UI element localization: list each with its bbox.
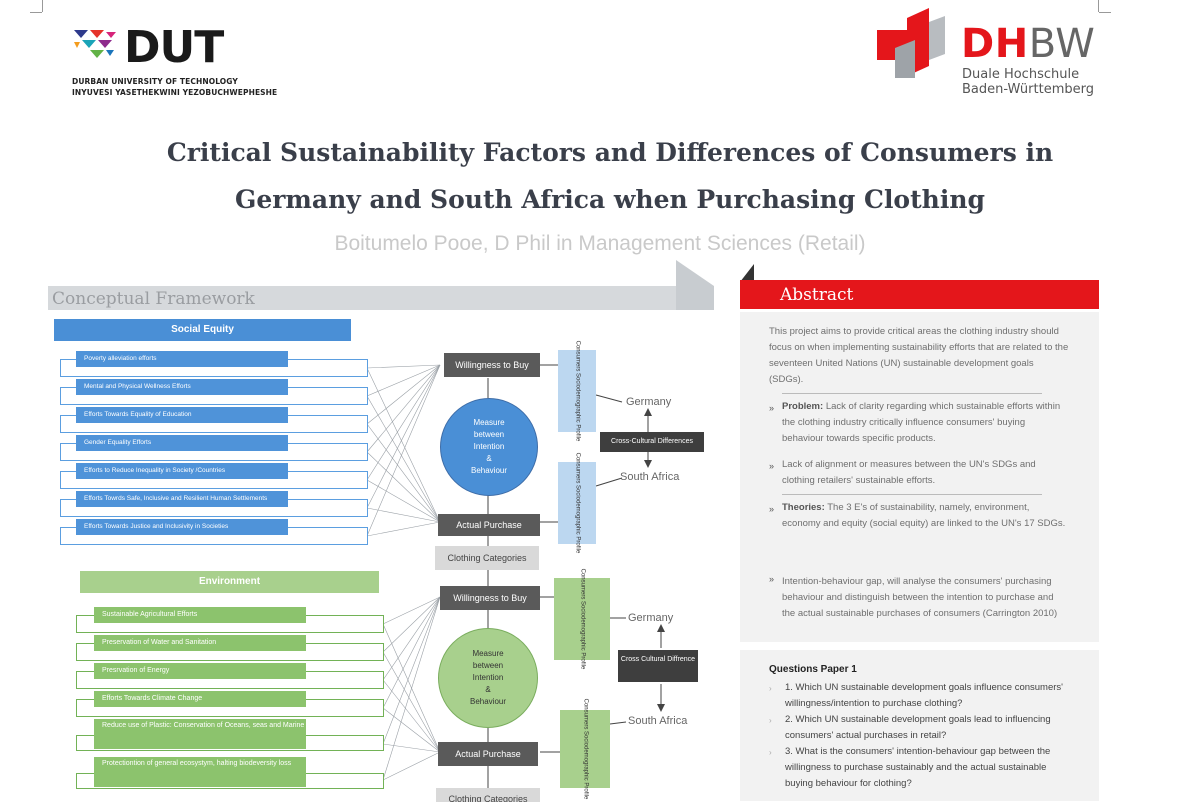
framework-connectors bbox=[366, 364, 665, 788]
abstract-theories: Theories: The 3 E's of sustainability, n… bbox=[782, 500, 1067, 532]
social-measure-circle: Measure between Intention & Behaviour bbox=[440, 398, 538, 496]
measure-word: & bbox=[485, 685, 491, 694]
social-item: Efforts Towards Justice and Inclusivity … bbox=[76, 519, 288, 535]
measure-word: & bbox=[486, 454, 492, 463]
dhbw-wordmark-bw: BW bbox=[1028, 21, 1096, 67]
social-germany-label: Germany bbox=[626, 396, 672, 408]
env-cross-cultural-box: Cross Cultural Diffrence bbox=[618, 650, 698, 682]
social-cross-cultural-box: Cross-Cultural Differences bbox=[600, 432, 704, 452]
measure-word: between bbox=[472, 661, 504, 670]
questions-title: Questions Paper 1 bbox=[769, 664, 857, 675]
question-2: 2. Which UN sustainable development goal… bbox=[785, 714, 1051, 741]
bullet-icon: » bbox=[769, 504, 775, 514]
social-clothing-categories-box: Clothing Categories bbox=[435, 546, 539, 570]
abstract-fold-shape bbox=[740, 264, 754, 282]
env-germany-label: Germany bbox=[628, 612, 674, 624]
dhbw-wordmark-dh: DH bbox=[961, 21, 1029, 67]
social-profile-box-top: Consumers Sociodemographic Profile bbox=[558, 341, 596, 441]
social-item: Mental and Physical Wellness Efforts bbox=[76, 379, 288, 395]
bullet-icon: » bbox=[769, 574, 775, 584]
env-profile-box-top: Consumers Sociodemographic Profile bbox=[554, 569, 610, 669]
crop-mark bbox=[1099, 12, 1111, 13]
question-marker: › bbox=[769, 748, 772, 757]
abstract-alignment: Lack of alignment or measures between th… bbox=[782, 459, 1036, 486]
measure-word: Measure bbox=[473, 418, 505, 427]
crop-mark bbox=[42, 0, 43, 12]
social-item: Poverty alleviation efforts bbox=[76, 351, 288, 367]
measure-word: Behaviour bbox=[469, 697, 507, 706]
question-1: 1. Which UN sustainable development goal… bbox=[785, 682, 1063, 709]
question-marker: › bbox=[769, 716, 772, 725]
social-south-africa-label: South Africa bbox=[620, 471, 680, 483]
crop-mark bbox=[1098, 0, 1099, 12]
poster-author: Boitumelo Pooe, D Phil in Management Sci… bbox=[334, 232, 866, 255]
environment-title: Environment bbox=[80, 571, 379, 593]
env-profile-box-bottom: Consumers Sociodemographic Profile bbox=[560, 699, 610, 799]
social-profile-box-bottom: Consumers Sociodemographic Profile bbox=[558, 453, 596, 553]
poster-title-line2: Germany and South Africa when Purchasing… bbox=[235, 185, 985, 214]
questions-panel bbox=[740, 650, 1099, 801]
divider bbox=[782, 494, 1042, 495]
abstract-header-title: Abstract bbox=[780, 285, 854, 305]
social-equity-title: Social Equity bbox=[54, 319, 351, 341]
dut-wordmark: DUT bbox=[124, 22, 224, 73]
abstract-header-bar bbox=[740, 280, 1099, 309]
abstract-gap: Intention-behaviour gap, will analyse th… bbox=[782, 576, 1058, 619]
env-item: Protectiontion of general ecosystym, hal… bbox=[94, 757, 306, 787]
theories-text: The 3 E's of sustainability, namely, env… bbox=[782, 502, 1066, 529]
framework-header-bar bbox=[48, 286, 714, 310]
social-item: Gender Equality Efforts bbox=[76, 435, 288, 451]
env-clothing-categories-box: Clothing Categories bbox=[436, 788, 540, 802]
env-item: Preservation of Water and Sanitation bbox=[94, 635, 306, 651]
crop-mark bbox=[30, 12, 42, 13]
abstract-panel bbox=[740, 312, 1099, 642]
env-item: Reduce use of Plastic: Conservation of O… bbox=[94, 719, 306, 749]
dut-name-line2: INYUVESI YASETHEKWINI YEZOBUCHWEPHESHE bbox=[72, 88, 278, 97]
profile-label: Consumers Sociodemographic Profile bbox=[579, 568, 585, 670]
abstract-problem: Problem: Lack of clarity regarding which… bbox=[782, 399, 1067, 447]
abstract-intro: This project aims to provide critical ar… bbox=[769, 326, 1069, 385]
dhbw-emblem-icon bbox=[877, 8, 945, 78]
measure-word: Intention bbox=[473, 442, 505, 451]
env-item: Sustainable Agricultural Efforts bbox=[94, 607, 306, 623]
social-item: Efforts Towards Equality of Education bbox=[76, 407, 288, 423]
question-marker: › bbox=[769, 684, 772, 693]
social-item: Efforts to Reduce Inequality in Society … bbox=[76, 463, 288, 479]
dhbw-name-line2: Baden-Württemberg bbox=[962, 82, 1094, 97]
env-item: Presrvation of Energy bbox=[94, 663, 306, 679]
dhbw-wordmark: DHBW bbox=[961, 24, 1095, 64]
poster-title-line1: Critical Sustainability Factors and Diff… bbox=[166, 138, 1054, 167]
header-fold-shape bbox=[676, 260, 714, 310]
dut-name-line1: DURBAN UNIVERSITY OF TECHNOLOGY bbox=[72, 77, 238, 86]
env-actual-purchase-box: Actual Purchase bbox=[438, 742, 538, 766]
social-actual-purchase-box: Actual Purchase bbox=[438, 514, 540, 536]
divider bbox=[782, 393, 1042, 394]
dut-triangles-icon bbox=[74, 30, 116, 58]
problem-label: Problem: bbox=[782, 401, 824, 412]
measure-word: Behaviour bbox=[470, 466, 508, 475]
measure-word: Intention bbox=[472, 673, 504, 682]
bullet-icon: » bbox=[769, 461, 775, 471]
measure-word: between bbox=[473, 430, 505, 439]
env-south-africa-label: South Africa bbox=[628, 715, 688, 727]
measure-word: Measure bbox=[472, 649, 504, 658]
theories-label: Theories: bbox=[782, 502, 825, 513]
profile-label: Consumers Sociodemographic Profile bbox=[574, 452, 580, 554]
social-willingness-box: Willingness to Buy bbox=[444, 353, 540, 377]
profile-label: Consumers Sociodemographic Profile bbox=[582, 698, 588, 800]
env-item: Efforts Towards Climate Change bbox=[94, 691, 306, 707]
problem-text: Lack of clarity regarding which sustaina… bbox=[782, 401, 1061, 444]
question-3: 3. What is the consumers' intention-beha… bbox=[785, 746, 1051, 789]
framework-header-title: Conceptual Framework bbox=[52, 289, 255, 309]
social-item: Efforts Towrds Safe, Inclusive and Resil… bbox=[76, 491, 288, 507]
profile-label: Consumers Sociodemographic Profile bbox=[574, 340, 580, 442]
env-measure-circle: Measure between Intention & Behaviour bbox=[438, 628, 538, 728]
env-willingness-box: Willingness to Buy bbox=[440, 586, 540, 610]
dhbw-name-line1: Duale Hochschule bbox=[962, 67, 1080, 82]
bullet-icon: » bbox=[769, 403, 775, 413]
